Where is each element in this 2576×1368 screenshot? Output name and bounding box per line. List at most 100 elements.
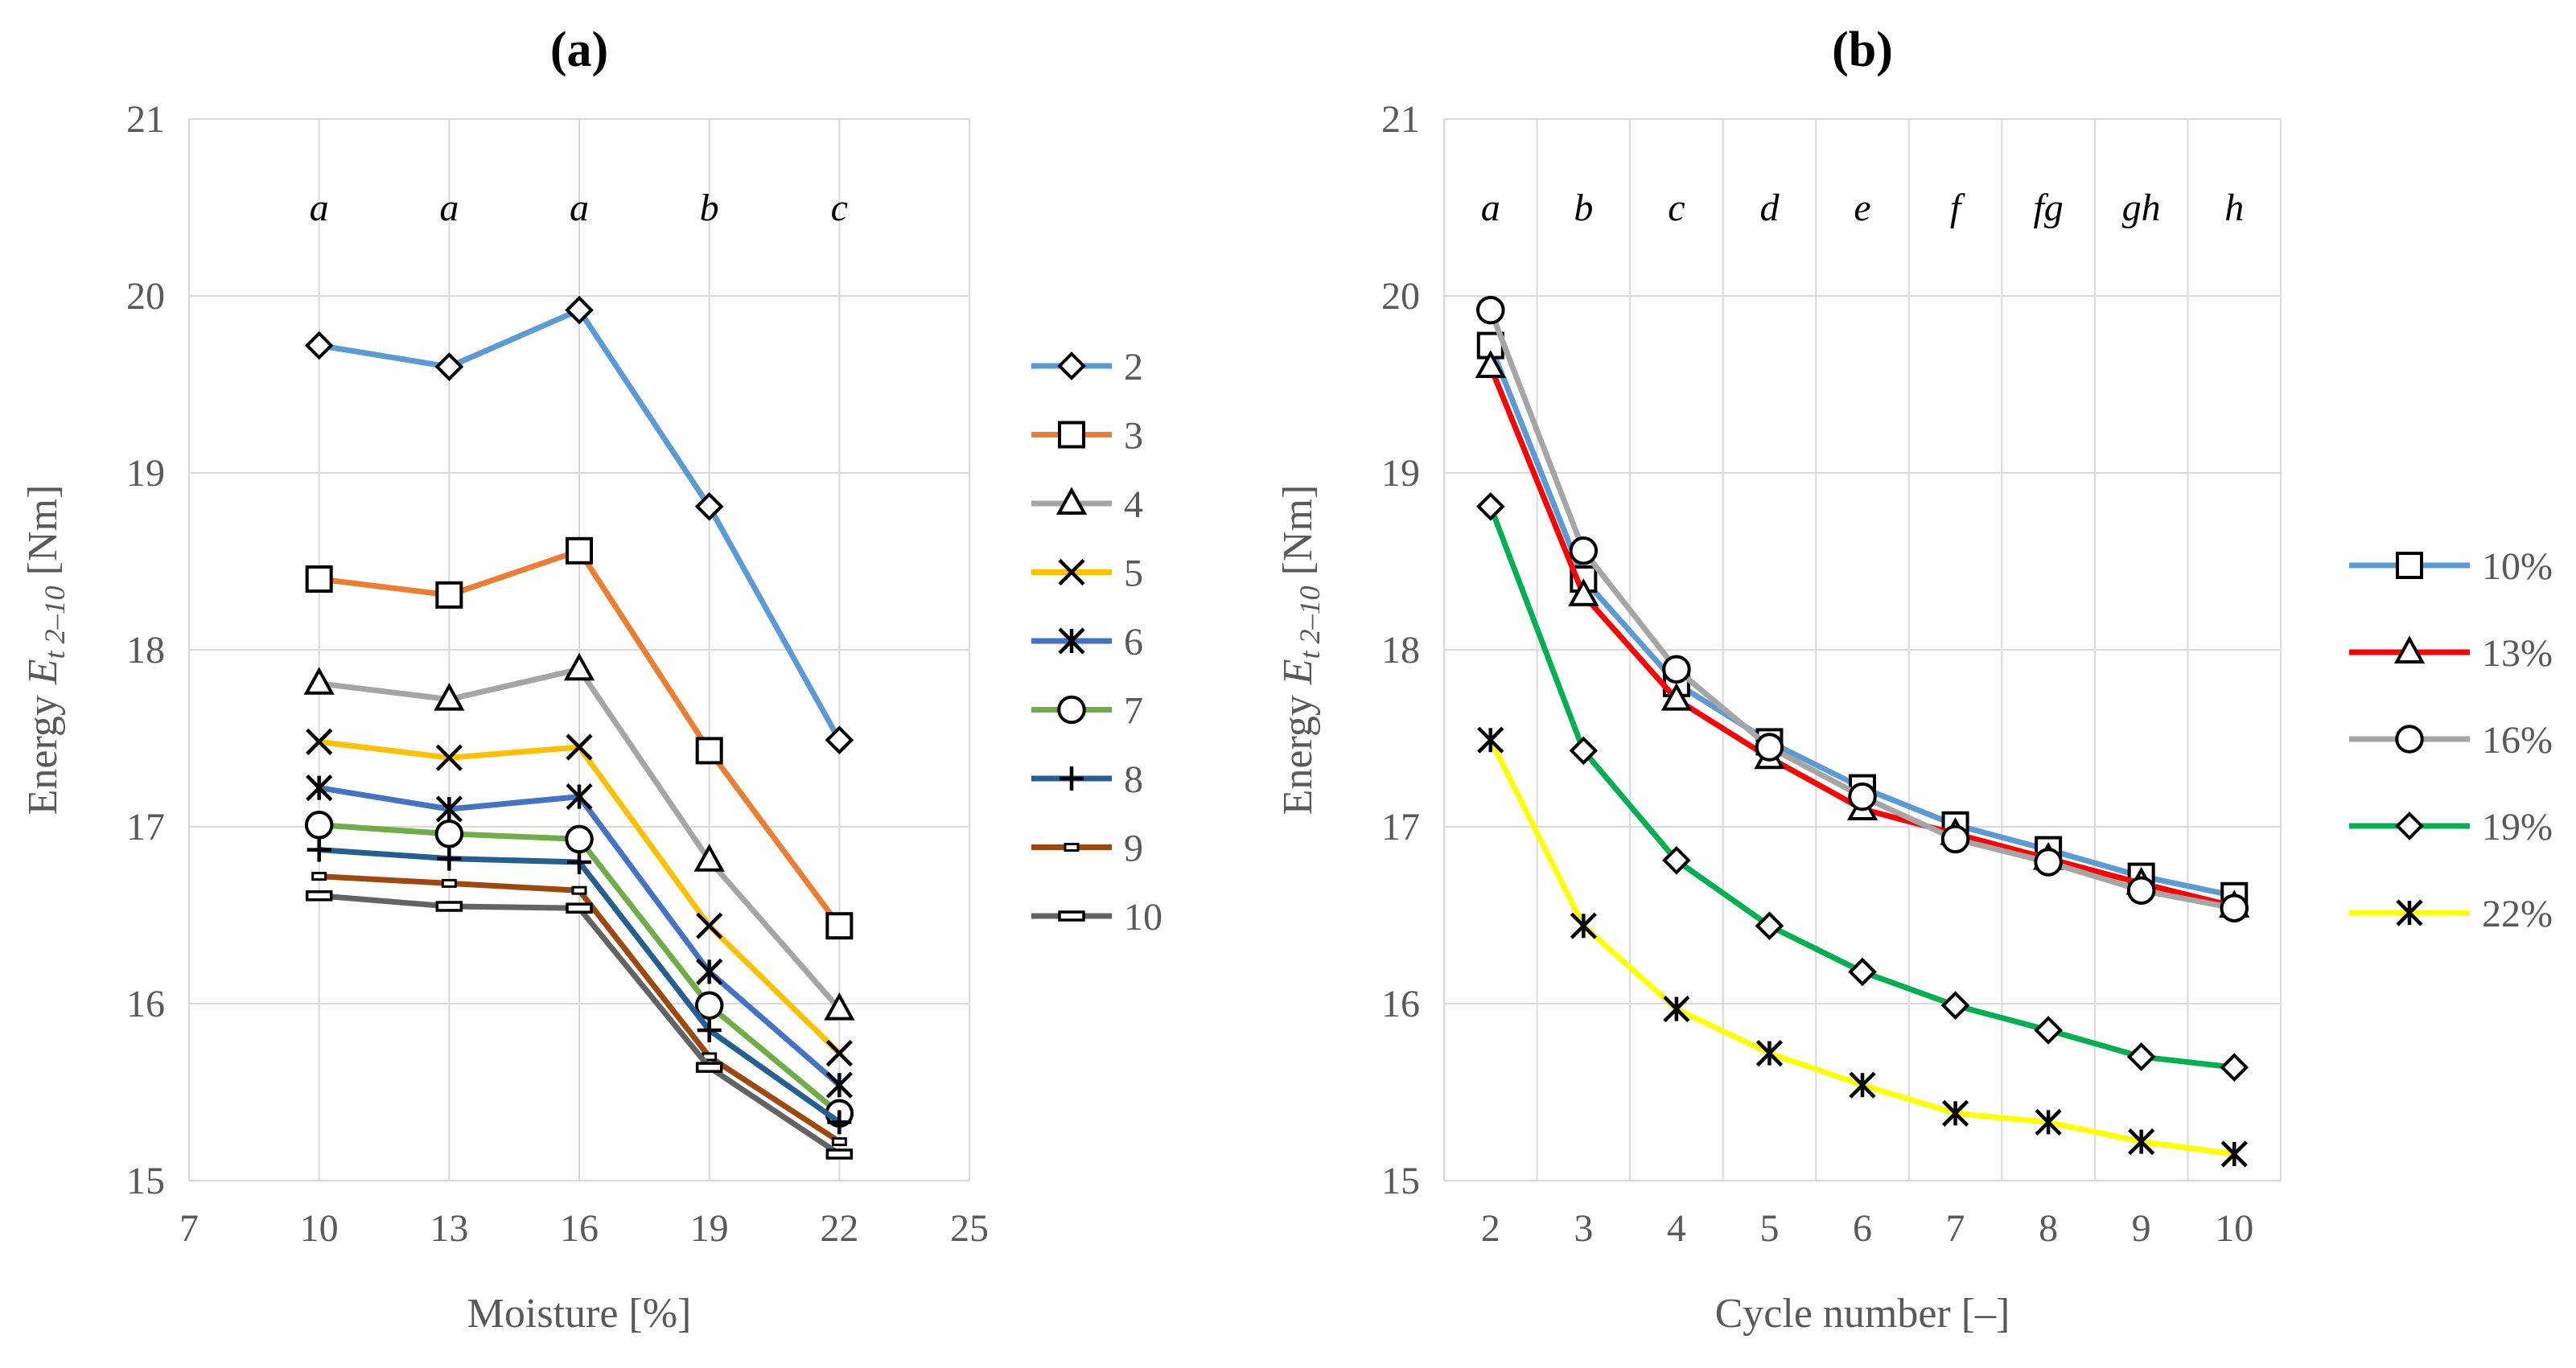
series-9 xyxy=(311,872,847,1147)
legend-label: 3 xyxy=(1124,415,1143,458)
legend: 2 3 4 5 6 7 8 9 10 xyxy=(1031,346,1162,939)
series-3 xyxy=(305,536,854,940)
data-point xyxy=(695,1062,723,1073)
data-point xyxy=(435,901,463,912)
legend-entry: 10 xyxy=(1031,896,1162,939)
series-7 xyxy=(304,811,854,1128)
legend-marker xyxy=(1057,351,1086,380)
data-point xyxy=(1475,491,1505,521)
series-19pct xyxy=(1475,491,2249,1082)
data-point xyxy=(566,536,593,565)
x-tick-label: 7 xyxy=(179,1207,199,1250)
legend-marker xyxy=(2396,899,2423,926)
data-point xyxy=(565,295,594,325)
y-axis-title: Energy Et 2–10 [Nm] xyxy=(20,485,71,815)
significance-label: b xyxy=(1574,187,1593,229)
legend-label: 5 xyxy=(1124,553,1143,595)
legend-entry: 8 xyxy=(1031,758,1143,801)
data-point xyxy=(693,844,725,872)
data-point xyxy=(696,958,723,985)
significance-label: b xyxy=(700,187,719,229)
significance-label: fg xyxy=(2033,187,2063,229)
data-point xyxy=(2035,1108,2062,1136)
series-8 xyxy=(307,837,852,1135)
data-point xyxy=(1569,736,1599,766)
series-5 xyxy=(306,728,853,1067)
series-10 xyxy=(305,890,854,1160)
significance-label: a xyxy=(310,187,329,229)
x-axis-title: Cycle number [–] xyxy=(1715,1291,2010,1337)
x-tick-label: 5 xyxy=(1759,1207,1779,1250)
legend-label: 16% xyxy=(2482,719,2553,762)
data-point xyxy=(305,565,333,593)
x-tick-label: 2 xyxy=(1481,1207,1500,1250)
legend-label: 6 xyxy=(1124,621,1143,663)
y-tick-label: 20 xyxy=(126,275,165,318)
data-point xyxy=(571,885,587,895)
data-point xyxy=(825,1071,853,1099)
data-point xyxy=(1663,996,1690,1023)
data-point xyxy=(1570,912,1597,939)
data-point xyxy=(437,846,462,871)
data-point xyxy=(311,872,327,881)
legend-entry: 4 xyxy=(1031,483,1143,526)
y-tick-label: 18 xyxy=(126,629,165,672)
legend-label: 10 xyxy=(1124,896,1162,939)
x-tick-label: 9 xyxy=(2132,1207,2151,1250)
data-point xyxy=(2128,1128,2155,1156)
legend-marker xyxy=(1064,843,1080,852)
legend-marker xyxy=(1060,766,1084,791)
data-point xyxy=(304,811,334,840)
x-tick-label: 25 xyxy=(950,1207,989,1250)
data-point xyxy=(566,733,593,761)
data-point xyxy=(1569,536,1599,565)
legend-entry: 3 xyxy=(1031,415,1143,458)
y-tick-label: 19 xyxy=(1381,452,1420,495)
y-tick-label: 16 xyxy=(126,983,165,1025)
data-point xyxy=(825,1040,853,1067)
legend-marker xyxy=(1058,627,1085,655)
y-axis-title-unit: [Nm] xyxy=(20,485,66,586)
legend-label: 2 xyxy=(1124,346,1143,388)
data-point xyxy=(831,1137,847,1147)
y-axis-title-variable: E xyxy=(1275,659,1321,685)
legend-marker xyxy=(1057,695,1086,725)
data-point xyxy=(696,912,723,939)
data-point xyxy=(2126,1042,2156,1071)
data-point xyxy=(306,728,333,755)
y-axis-title-unit: [Nm] xyxy=(1275,485,1321,586)
y-axis-title-subscript: t 2–10 xyxy=(1294,585,1326,659)
y-tick-label: 18 xyxy=(1381,629,1420,672)
data-point xyxy=(2220,1053,2249,1082)
legend-entry: 13% xyxy=(2349,632,2553,675)
data-point xyxy=(306,774,333,802)
data-point xyxy=(1476,295,1505,325)
y-tick-label: 21 xyxy=(126,98,165,141)
data-point xyxy=(434,682,465,711)
data-point xyxy=(694,491,724,521)
x-tick-label: 6 xyxy=(1853,1207,1872,1250)
data-point xyxy=(1755,733,1784,762)
data-point xyxy=(825,1148,854,1160)
significance-label: a xyxy=(439,187,459,229)
x-tick-label: 16 xyxy=(560,1207,599,1250)
legend-entry: 19% xyxy=(2349,806,2553,848)
x-tick-label: 3 xyxy=(1574,1207,1593,1250)
data-point xyxy=(827,1110,852,1135)
data-point xyxy=(563,652,595,681)
significance-label: c xyxy=(831,187,848,229)
data-point xyxy=(2220,894,2249,922)
y-axis-title-prefix: Energy xyxy=(20,684,66,815)
legend-entry: 2 xyxy=(1031,346,1143,388)
significance-label: a xyxy=(570,187,589,229)
legend-marker xyxy=(1058,910,1085,922)
legend-label: 13% xyxy=(2482,632,2553,675)
data-point xyxy=(305,890,333,902)
legend-entry: 6 xyxy=(1031,621,1143,663)
gridlines xyxy=(1444,118,2282,1181)
y-axis-title-subscript: t 2–10 xyxy=(39,585,71,659)
data-point xyxy=(1477,726,1504,754)
legend-label: 4 xyxy=(1124,483,1143,526)
